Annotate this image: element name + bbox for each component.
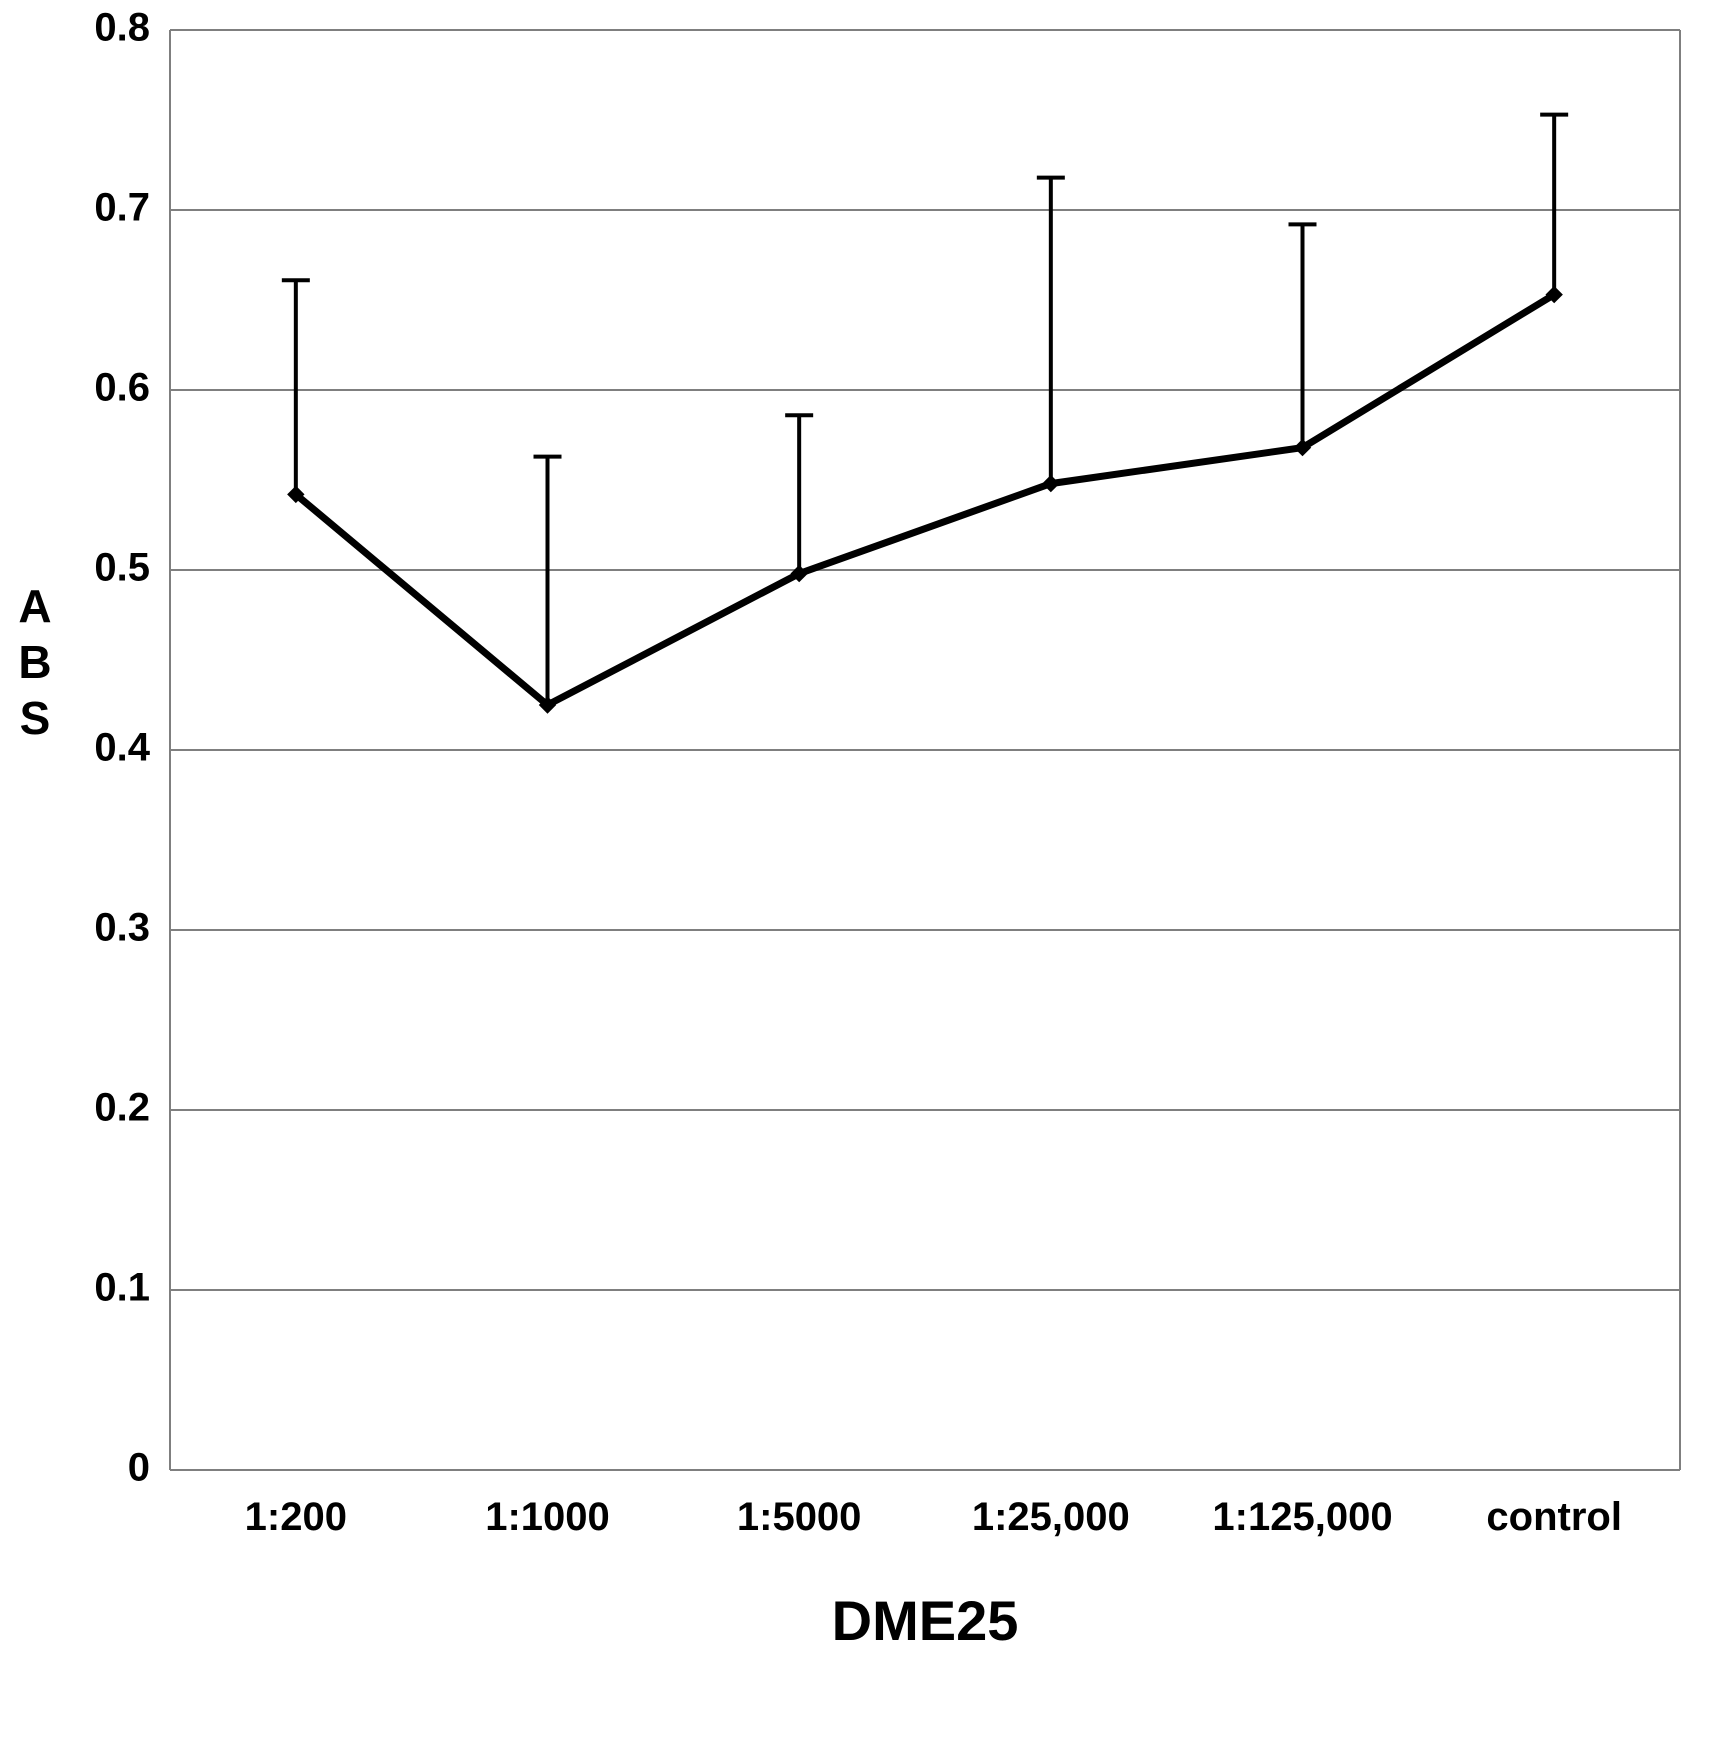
chart-container: 0 0.1 0.2 0.3 0.4 0.5 0.6 0.7 0.8 1:200 1:1000 1:50… [0,0,1711,1744]
y-tick-label: 0.7 [94,186,150,230]
y-tick-label: 0.3 [94,906,150,950]
y-tick-label: 0 [128,1446,150,1490]
y-tick-label: 0.6 [94,366,150,410]
x-tick-label: 1:200 [245,1495,347,1539]
y-tick-label: 0.8 [94,6,150,50]
y-axis-label: B [18,636,51,688]
x-tick-label: 1:1000 [485,1495,610,1539]
line-chart: 0 0.1 0.2 0.3 0.4 0.5 0.6 0.7 0.8 1:200 1:1000 1:50… [0,0,1711,1744]
x-tick-label: control [1486,1495,1622,1539]
y-tick-label: 0.5 [94,546,150,590]
y-tick-label: 0.2 [94,1086,150,1130]
x-tick-label: 1:25,000 [972,1495,1130,1539]
y-tick-label: 0.1 [94,1266,150,1310]
y-tick-label: 0.4 [94,726,150,770]
x-tick-label: 1:125,000 [1212,1495,1392,1539]
y-axis-label: A [18,580,51,632]
x-tick-label: 1:5000 [737,1495,862,1539]
y-axis-label: S [20,692,51,744]
x-axis-label: DME25 [832,1589,1019,1652]
